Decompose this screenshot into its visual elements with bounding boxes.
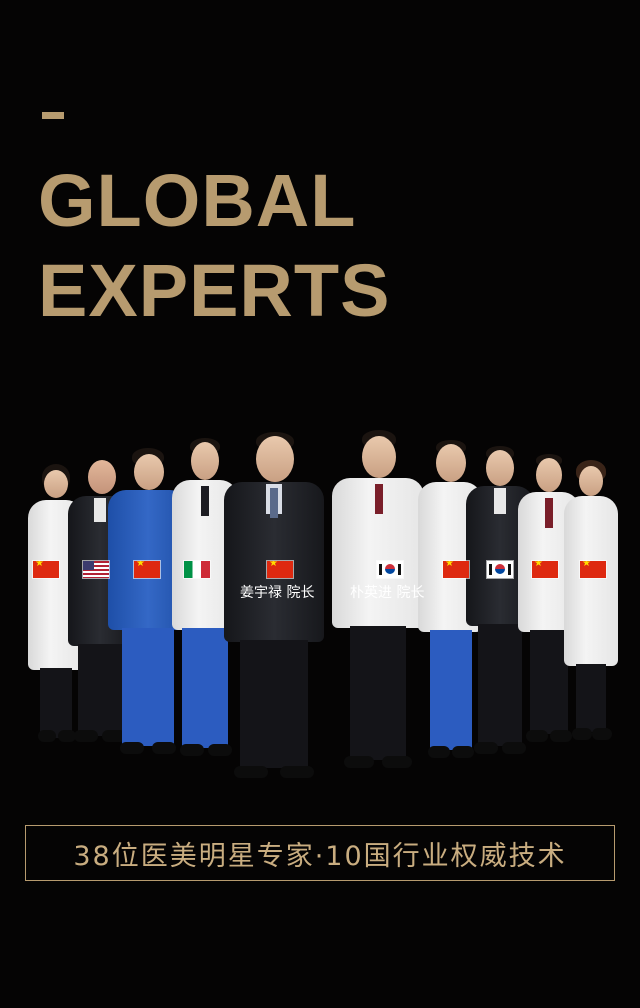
china-flag-icon bbox=[267, 561, 293, 578]
expert-name-label: 姜宇禄 院长 bbox=[240, 585, 315, 601]
china-flag-icon bbox=[134, 561, 160, 578]
expert-figure-5 bbox=[224, 430, 324, 778]
title-line-global: GLOBAL bbox=[38, 159, 357, 242]
experts-group-photo: 姜宇禄 院长 朴英进 院长 bbox=[0, 420, 640, 790]
korea-flag-icon bbox=[487, 561, 513, 578]
expert-figure-10 bbox=[564, 460, 618, 740]
china-flag-icon bbox=[33, 561, 59, 578]
italy-flag-icon bbox=[184, 561, 210, 578]
china-flag-icon bbox=[580, 561, 606, 578]
usa-flag-icon bbox=[83, 561, 109, 578]
china-flag-icon bbox=[532, 561, 558, 578]
accent-dash bbox=[42, 112, 64, 119]
expert-name-label: 朴英进 院长 bbox=[350, 585, 425, 601]
title-line-experts: EXPERTS bbox=[38, 249, 391, 332]
tagline-text: 38位医美明星专家·10国行业权威技术 bbox=[73, 840, 567, 872]
expert-figure-6 bbox=[332, 430, 424, 770]
china-flag-icon bbox=[443, 561, 469, 578]
page-title: GLOBAL EXPERTS bbox=[38, 156, 390, 336]
tagline-banner: 38位医美明星专家·10国行业权威技术 bbox=[25, 825, 615, 881]
korea-flag-icon bbox=[377, 561, 403, 578]
